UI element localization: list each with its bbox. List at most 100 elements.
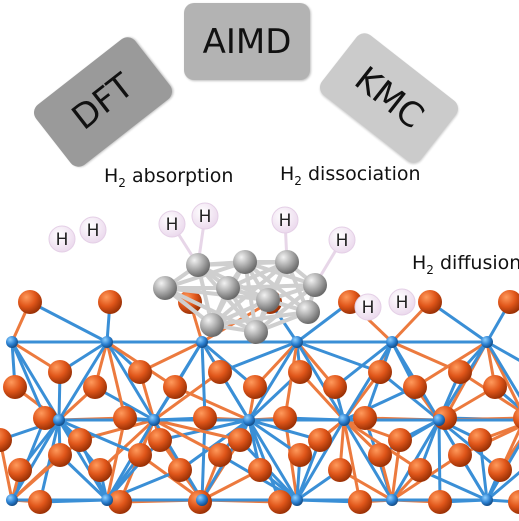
label-h2-dissociation: H2 dissociation xyxy=(280,163,421,188)
oxygen-atom xyxy=(308,428,332,452)
cluster-atom xyxy=(153,276,177,300)
oxygen-atom xyxy=(28,490,52,514)
method-label-aimd: AIMD xyxy=(202,21,292,62)
metal-atom xyxy=(6,494,18,506)
hydrogen-symbol: H xyxy=(362,298,375,318)
oxygen-bond xyxy=(78,418,156,442)
metal-bond xyxy=(57,340,109,422)
metal-bond xyxy=(57,418,109,502)
oxygen-atom xyxy=(168,458,192,482)
hydrogen-symbol: H xyxy=(166,215,179,235)
oxygen-bond xyxy=(152,370,222,422)
oxygen-atom xyxy=(248,458,272,482)
oxygen-atom xyxy=(428,490,452,514)
method-label-dft: DFT xyxy=(64,65,142,139)
hydrogen-atom: H xyxy=(79,216,107,244)
hydrogen-atom: H xyxy=(328,226,356,254)
metal-bond xyxy=(485,340,519,362)
cluster-atom xyxy=(186,253,210,277)
metal-bond xyxy=(342,418,394,502)
oxygen-atom xyxy=(488,458,512,482)
oxygen-bond xyxy=(105,340,127,420)
metal-atom xyxy=(53,414,65,426)
oxygen-atom xyxy=(128,443,152,467)
metal-atom xyxy=(481,494,493,506)
metal-atom xyxy=(291,336,303,348)
oxygen-atom xyxy=(448,443,472,467)
cluster-bond xyxy=(164,260,246,290)
metal-bond xyxy=(485,470,519,502)
metal-bond xyxy=(38,418,61,504)
oxygen-atom xyxy=(403,375,427,399)
cluster-atom xyxy=(296,300,320,324)
oxygen-bond xyxy=(98,418,156,472)
hydrogen-symbol: H xyxy=(87,221,100,241)
oxygen-atom xyxy=(348,490,372,514)
hydrogen-atom: H xyxy=(191,202,219,230)
oxygen-atom xyxy=(418,290,442,314)
metal-atom xyxy=(291,494,303,506)
oxygen-atom xyxy=(288,443,312,467)
metal-atom xyxy=(196,336,208,348)
oxygen-atom xyxy=(498,290,519,314)
oxygen-atom xyxy=(468,428,492,452)
oxygen-atom xyxy=(353,406,377,430)
oxygen-bond xyxy=(105,416,127,502)
metal-bond xyxy=(295,340,346,422)
oxygen-atom xyxy=(228,428,252,452)
cluster-atom xyxy=(256,288,280,312)
oxygen-atom xyxy=(193,406,217,430)
oxygen-bond xyxy=(152,418,222,457)
label-h2-diffusion: H2 diffusion xyxy=(412,252,519,277)
metal-bond xyxy=(28,300,109,344)
oxygen-atom xyxy=(508,490,519,514)
oxygen-atom xyxy=(513,407,519,429)
cluster-bond xyxy=(164,286,257,334)
metal-atom xyxy=(481,336,493,348)
metal-atom xyxy=(386,494,398,506)
cluster-atom xyxy=(303,273,327,297)
oxygen-atom xyxy=(408,458,432,482)
oxygen-atom xyxy=(368,360,392,384)
oxygen-atom xyxy=(208,360,232,384)
oxygen-atom xyxy=(273,406,297,430)
metal-bond xyxy=(295,340,382,374)
metal-bond xyxy=(485,340,519,399)
method-box-aimd: AIMD xyxy=(184,3,310,80)
cluster-atom xyxy=(244,320,268,344)
metal-bond xyxy=(10,340,61,422)
metal-atom xyxy=(243,414,255,426)
oxygen-atom xyxy=(148,428,172,452)
cluster-bond xyxy=(211,310,309,327)
oxygen-atom xyxy=(323,375,347,399)
oxygen-bond xyxy=(152,418,242,442)
metal-bond xyxy=(10,418,61,502)
hydrogen-atom: H xyxy=(271,206,299,234)
oxygen-atom xyxy=(83,375,107,399)
oxygen-bond xyxy=(283,340,299,420)
oxygen-atom xyxy=(3,375,27,399)
hydrogen-symbol: H xyxy=(199,207,212,227)
oxygen-atom xyxy=(113,406,137,430)
cluster-bond xyxy=(164,286,269,302)
oxygen-atom xyxy=(268,490,292,514)
oxygen-atom xyxy=(0,428,12,452)
oxygen-bond xyxy=(390,340,462,374)
cluster-atom xyxy=(216,276,240,300)
metal-bond xyxy=(295,418,346,502)
metal-bond xyxy=(57,418,142,457)
label-h2-absorption: H2 absorption xyxy=(104,165,234,190)
hydrogen-atom: H xyxy=(354,293,382,321)
hydrogen-symbol: H xyxy=(56,230,69,250)
oxygen-atom xyxy=(483,375,507,399)
hydrogen-atom: H xyxy=(388,288,416,316)
hydrogen-symbol: H xyxy=(279,211,292,231)
oxygen-atom xyxy=(388,428,412,452)
cluster-atom xyxy=(233,250,257,274)
metal-bond xyxy=(10,340,47,420)
oxygen-atom xyxy=(208,443,232,467)
oxygen-atom xyxy=(33,406,57,430)
metal-bond xyxy=(485,442,519,502)
oxygen-atom xyxy=(68,428,92,452)
